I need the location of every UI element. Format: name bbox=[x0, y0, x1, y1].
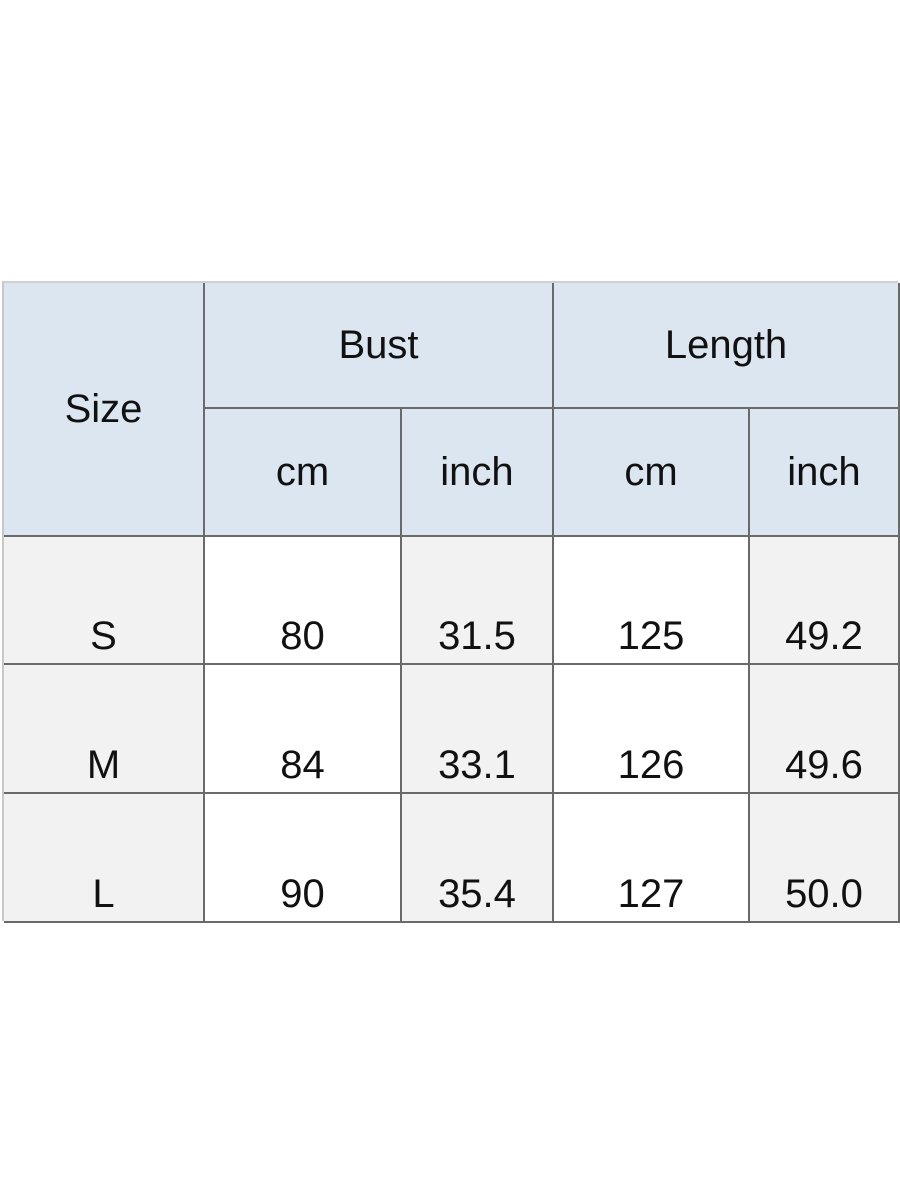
cell-bust-inch: 35.4 bbox=[402, 794, 554, 923]
cell-length-cm: 127 bbox=[554, 794, 750, 923]
cell-bust-inch: 33.1 bbox=[402, 665, 554, 794]
cell-bust-inch: 31.5 bbox=[402, 537, 554, 665]
cell-size: M bbox=[4, 665, 205, 794]
size-chart-table: Size Bust Length cm inch cm inch S 80 31.5… bbox=[2, 281, 900, 923]
cell-bust-cm: 84 bbox=[205, 665, 402, 794]
cell-length-cm: 126 bbox=[554, 665, 750, 794]
cell-length-cm: 125 bbox=[554, 537, 750, 665]
cell-size: L bbox=[4, 794, 205, 923]
header-bust-inch: inch bbox=[402, 409, 554, 537]
cell-bust-cm: 90 bbox=[205, 794, 402, 923]
header-length-inch: inch bbox=[750, 409, 900, 537]
header-length-cm: cm bbox=[554, 409, 750, 537]
cell-bust-cm: 80 bbox=[205, 537, 402, 665]
header-size: Size bbox=[4, 283, 205, 537]
header-bust-cm: cm bbox=[205, 409, 402, 537]
header-length: Length bbox=[554, 283, 900, 409]
cell-size: S bbox=[4, 537, 205, 665]
cell-length-inch: 50.0 bbox=[750, 794, 900, 923]
cell-length-inch: 49.2 bbox=[750, 537, 900, 665]
cell-length-inch: 49.6 bbox=[750, 665, 900, 794]
header-bust: Bust bbox=[205, 283, 554, 409]
